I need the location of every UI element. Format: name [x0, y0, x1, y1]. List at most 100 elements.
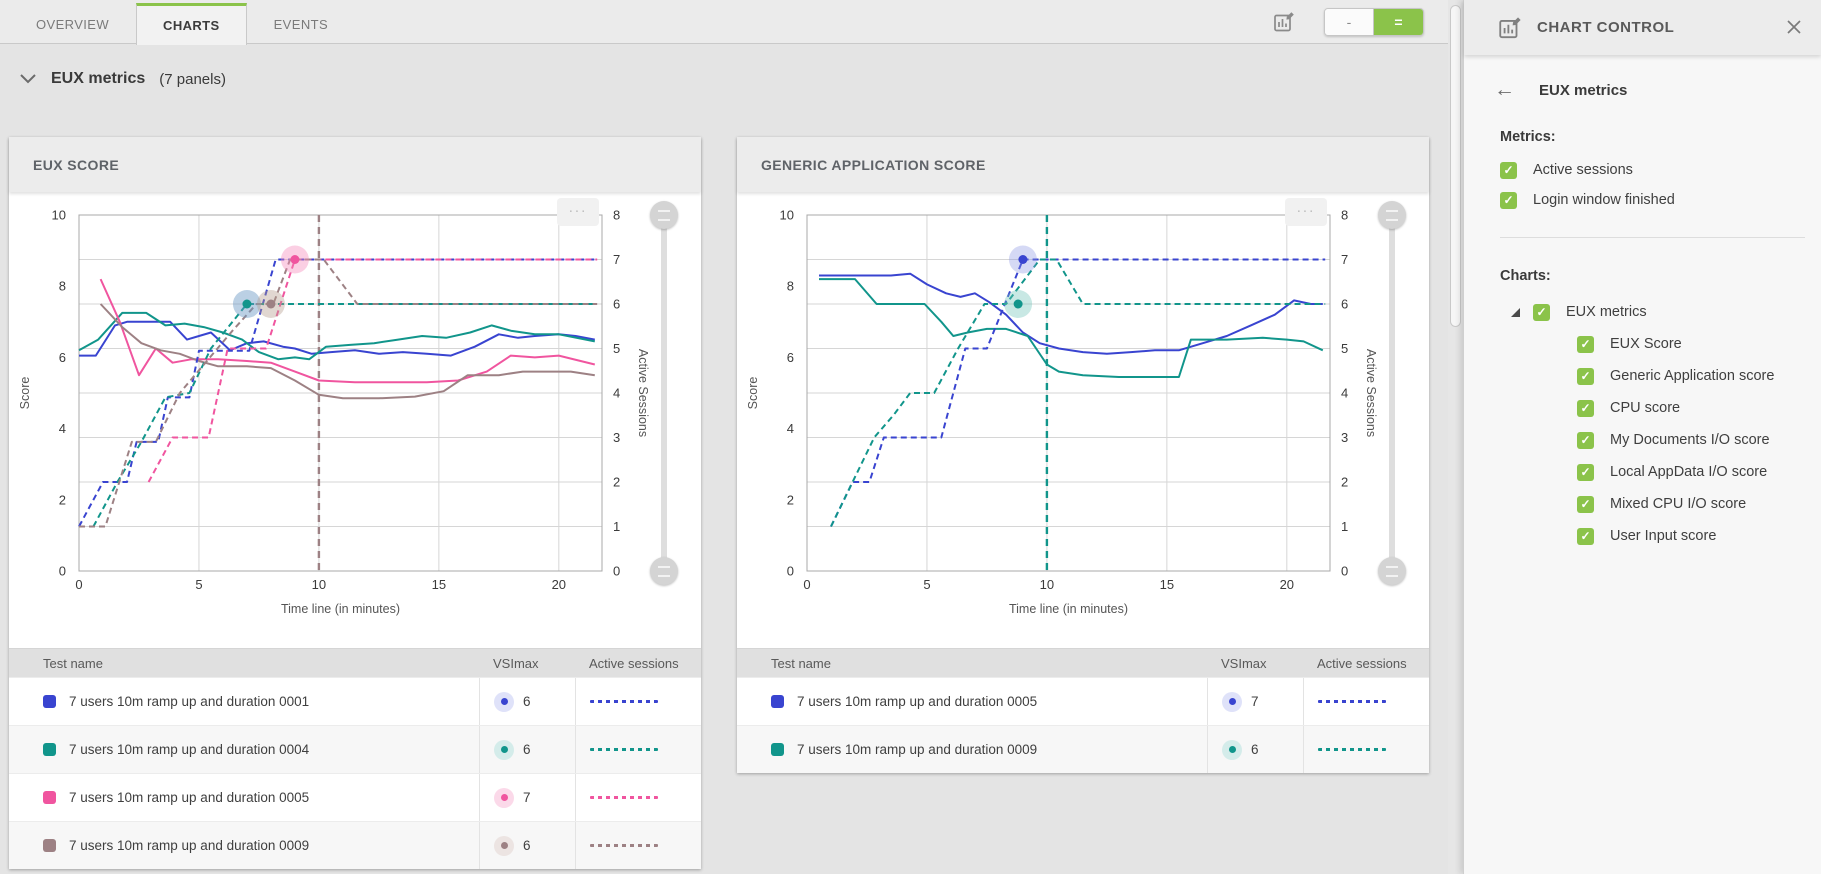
chart-control-toggle-button[interactable]	[1270, 8, 1298, 36]
y2-tick-label: 2	[1341, 475, 1348, 490]
tree-item-child[interactable]: EUX Score	[1577, 328, 1821, 360]
table-row[interactable]: 7 users 10m ramp up and duration 0001 6	[9, 677, 701, 725]
active-sessions-cell	[575, 678, 701, 725]
test-name-cell: 7 users 10m ramp up and duration 0009	[9, 822, 479, 869]
tree-item-label: EUX metrics	[1566, 304, 1647, 320]
metrics-group-label: Metrics:	[1500, 129, 1556, 145]
y-tick-label: 6	[59, 350, 66, 365]
series-color-swatch	[43, 839, 56, 852]
vsimax-value: 6	[1251, 742, 1259, 757]
checkbox-checked[interactable]	[1577, 495, 1594, 513]
tab-events[interactable]: EVENTS	[273, 16, 329, 32]
x-tick-label: 15	[432, 577, 446, 592]
charts-tree: EUX metrics EUX Score Generic Application …	[1464, 296, 1821, 552]
tree-item-label: CPU score	[1610, 400, 1681, 416]
y2-axis-title: Active Sessions	[636, 349, 650, 437]
checkbox-checked[interactable]	[1577, 463, 1594, 481]
vsimax-marker	[290, 255, 300, 264]
tree-item-child[interactable]: Mixed CPU I/O score	[1577, 488, 1821, 520]
column-header: Test name	[771, 655, 831, 671]
slider-handle-bottom[interactable]	[650, 557, 678, 585]
chart-canvas[interactable]: 0 5 10 15 20 0 2 4 6 8 10 0 1 2 3 4 5 6 7 8 Score Active Sess…	[737, 192, 1429, 648]
tree-expander-icon[interactable]	[1511, 307, 1520, 317]
checkbox-checked[interactable]	[1577, 527, 1594, 545]
tab-overview[interactable]: OVERVIEW	[36, 16, 110, 32]
table-row[interactable]: 7 users 10m ramp up and duration 0009 6	[9, 821, 701, 869]
y-tick-label: 2	[59, 492, 66, 507]
x-tick-label: 10	[1040, 577, 1054, 592]
checkbox-checked[interactable]	[1500, 191, 1517, 209]
tree-item-child[interactable]: Local AppData I/O score	[1577, 456, 1821, 488]
slider-handle-top[interactable]	[1378, 201, 1406, 229]
table-row[interactable]: 7 users 10m ramp up and duration 0004 6	[9, 725, 701, 773]
scrollbar-thumb[interactable]	[1450, 5, 1461, 327]
y2-tick-label: 0	[613, 564, 620, 579]
tree-item-label: My Documents I/O score	[1610, 432, 1770, 448]
metric-label: Login window finished	[1533, 192, 1675, 208]
top-tab-bar: OVERVIEW CHARTS EVENTS - =	[0, 0, 1448, 45]
vsimax-marker	[266, 299, 276, 309]
vsimax-dot	[500, 794, 508, 801]
slider-track[interactable]	[661, 215, 667, 571]
y2-tick-label: 1	[1341, 519, 1348, 534]
vsimax-dot	[1228, 698, 1236, 705]
tree-item-child[interactable]: My Documents I/O score	[1577, 424, 1821, 456]
slider-handle-top[interactable]	[650, 201, 678, 229]
checkbox-checked[interactable]	[1500, 161, 1517, 179]
metric-checkbox-row[interactable]: Active sessions	[1500, 155, 1821, 185]
series-color-swatch	[43, 743, 56, 756]
metric-checkbox-row[interactable]: Login window finished	[1500, 185, 1821, 215]
checkbox-checked[interactable]	[1577, 335, 1594, 353]
series-color-swatch	[43, 791, 56, 804]
y2-tick-label: 1	[613, 519, 620, 534]
slider-handle-bottom[interactable]	[1378, 557, 1406, 585]
slider-track[interactable]	[1389, 215, 1395, 571]
vsimax-dot-halo	[494, 739, 514, 760]
tree-item-child[interactable]: CPU score	[1577, 392, 1821, 424]
checkbox-checked[interactable]	[1577, 399, 1594, 417]
close-icon[interactable]	[1781, 14, 1807, 40]
y-tick-label: 8	[59, 279, 66, 294]
panel-eux-score: EUX SCORE 0 5 10 15 20 0 2 4 6 8 10 0 1 2 3 4 5 6 7 8 Score A…	[9, 137, 701, 869]
y-tick-label: 0	[787, 564, 794, 579]
chart-menu-button[interactable]: ...	[1285, 198, 1327, 226]
table-row[interactable]: 7 users 10m ramp up and duration 0009 6	[737, 725, 1429, 773]
series-line-solid	[79, 320, 595, 357]
series-line-solid	[99, 278, 596, 384]
checkbox-checked[interactable]	[1577, 431, 1594, 449]
series-line-dashed	[147, 258, 598, 483]
test-name: 7 users 10m ramp up and duration 0004	[69, 742, 310, 757]
chevron-down-icon[interactable]	[17, 68, 39, 90]
series-color-swatch	[771, 743, 784, 756]
plot-border	[806, 214, 1331, 572]
series-line-dashed	[92, 303, 598, 527]
vsimax-cell: 7	[1207, 678, 1303, 725]
tree-item-child[interactable]: User Input score	[1577, 520, 1821, 552]
vsimax-value: 6	[523, 838, 531, 853]
checkbox-checked[interactable]	[1533, 303, 1550, 321]
chart-menu-button[interactable]: ...	[557, 198, 599, 226]
test-name-cell: 7 users 10m ramp up and duration 0005	[737, 678, 1207, 725]
tree-item-child[interactable]: Generic Application score	[1577, 360, 1821, 392]
x-tick-label: 20	[1280, 577, 1294, 592]
chart-canvas[interactable]: 0 5 10 15 20 0 2 4 6 8 10 0 1 2 3 4 5 6 7 8 Score Active Sess…	[9, 192, 701, 648]
tree-item-parent[interactable]: EUX metrics	[1511, 296, 1821, 328]
table-row[interactable]: 7 users 10m ramp up and duration 0005 7	[737, 677, 1429, 725]
series-line-solid	[78, 311, 595, 361]
collapse-panels-button[interactable]: -	[1325, 9, 1374, 35]
vsimax-dot	[500, 842, 508, 849]
tab-charts[interactable]: CHARTS	[136, 3, 247, 45]
back-arrow-icon[interactable]: ←	[1494, 78, 1515, 101]
expand-panels-button[interactable]: =	[1374, 9, 1423, 35]
column-header: VSImax	[493, 655, 539, 671]
vsimax-cell: 7	[479, 774, 575, 821]
dashed-line-sample	[590, 748, 658, 751]
vsimax-dot-halo	[494, 835, 514, 856]
table-row[interactable]: 7 users 10m ramp up and duration 0005 7	[9, 773, 701, 821]
checkbox-checked[interactable]	[1577, 367, 1594, 385]
plot-border	[78, 214, 603, 572]
x-tick-label: 0	[75, 577, 82, 592]
section-panel-count: (7 panels)	[159, 70, 226, 88]
legend-table: Test name VSImax Active sessions 7 users 10…	[737, 648, 1429, 773]
y2-tick-label: 8	[613, 208, 620, 223]
